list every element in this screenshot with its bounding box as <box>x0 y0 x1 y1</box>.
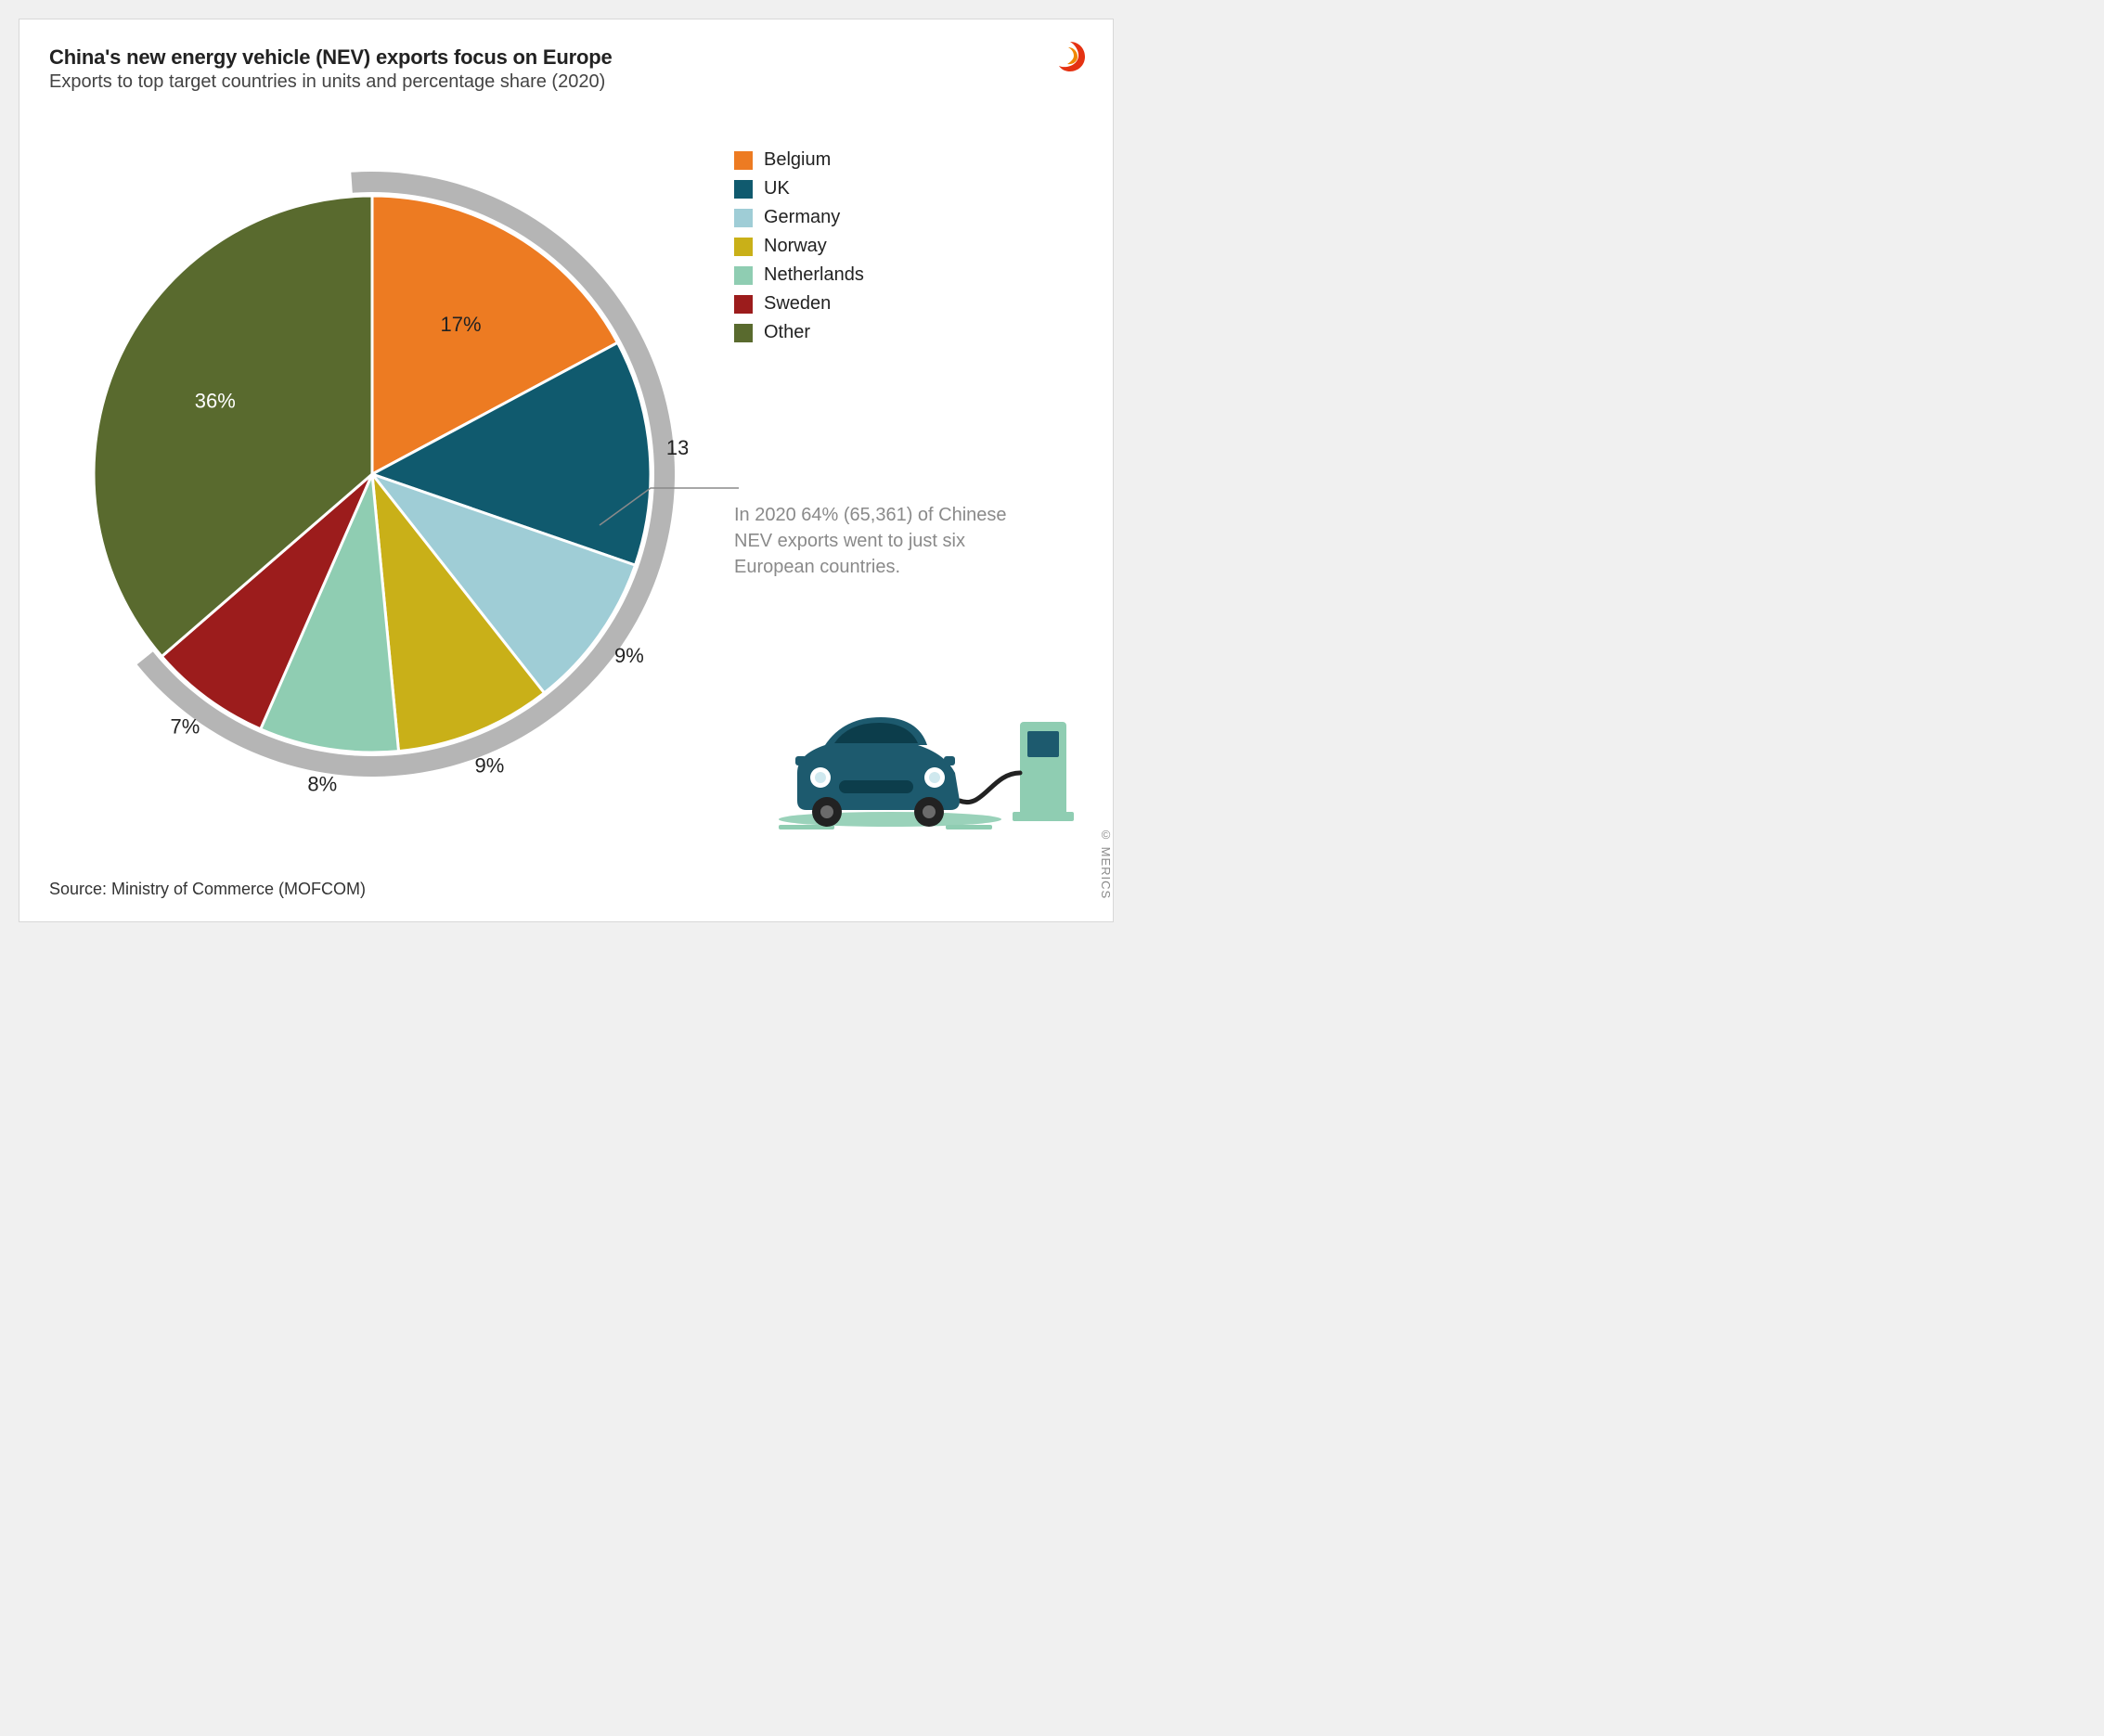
legend-swatch <box>734 266 753 285</box>
slice-label: 9% <box>474 753 504 777</box>
copyright-text: © MERICS <box>1099 828 1113 899</box>
legend-label: Germany <box>764 207 840 228</box>
legend-swatch <box>734 324 753 342</box>
legend-swatch <box>734 180 753 199</box>
legend-item: Germany <box>734 207 864 228</box>
legend-item: UK <box>734 178 864 199</box>
slice-label: 7% <box>171 715 200 739</box>
ev-charging-illustration-icon <box>760 671 1076 838</box>
annotation-leader-line <box>595 474 743 530</box>
annotation-text: In 2020 64% (65,361) of Chinese NEV expo… <box>734 502 1031 580</box>
source-text: Source: Ministry of Commerce (MOFCOM) <box>49 880 366 899</box>
slice-label: 17% <box>441 313 482 336</box>
slice-label: 36% <box>195 390 236 413</box>
legend-swatch <box>734 238 753 256</box>
legend-item: Other <box>734 322 864 343</box>
legend-label: Norway <box>764 236 827 257</box>
legend-label: Belgium <box>764 149 831 171</box>
legend-swatch <box>734 209 753 227</box>
legend-item: Belgium <box>734 149 864 171</box>
legend-label: Netherlands <box>764 264 864 286</box>
slice-label: 8% <box>307 773 337 796</box>
legend-item: Sweden <box>734 293 864 315</box>
chart-card: China's new energy vehicle (NEV) exports… <box>19 19 1114 922</box>
legend-label: Sweden <box>764 293 831 315</box>
slice-label: 9% <box>614 644 644 667</box>
legend: Belgium UK Germany Norway Netherlands Sweden O… <box>734 149 864 351</box>
legend-swatch <box>734 295 753 314</box>
legend-item: Norway <box>734 236 864 257</box>
brand-logo-icon <box>1052 38 1089 75</box>
chart-title: China's new energy vehicle (NEV) exports… <box>49 45 1083 70</box>
pie-chart: 17% 13% 9% 9% 8% 7% 36% <box>57 103 688 808</box>
legend-item: Netherlands <box>734 264 864 286</box>
legend-label: UK <box>764 178 790 199</box>
legend-swatch <box>734 151 753 170</box>
chart-subtitle: Exports to top target countries in units… <box>49 71 1083 93</box>
slice-label: 13% <box>666 436 688 459</box>
legend-label: Other <box>764 322 810 343</box>
